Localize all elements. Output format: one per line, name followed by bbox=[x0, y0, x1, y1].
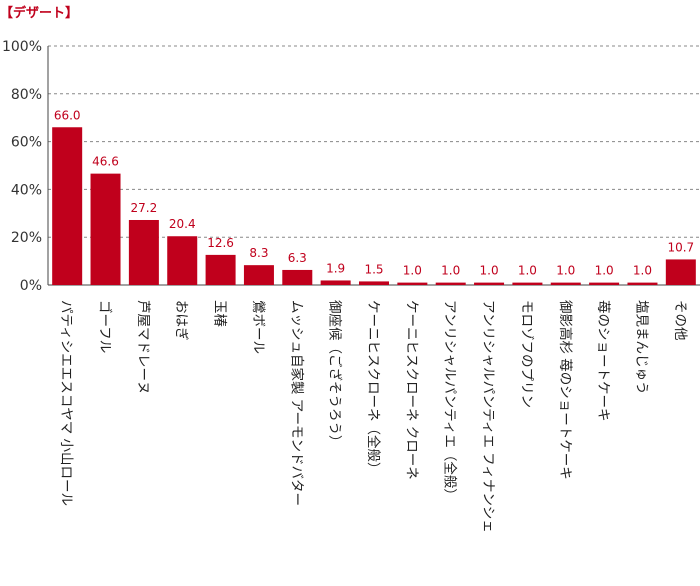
category-label: 鶯ボール bbox=[250, 300, 266, 354]
bar bbox=[435, 282, 466, 285]
category-label: 塩見まんじゅう bbox=[633, 300, 649, 395]
data-label: 6.3 bbox=[288, 251, 307, 265]
chart-title: 【デザート】 bbox=[0, 6, 79, 21]
category-label: ムッシュ自家製 アーモンドバター bbox=[288, 300, 305, 506]
category-label: モロゾフのプリン bbox=[518, 300, 534, 408]
bar bbox=[359, 281, 389, 285]
category-label: ケーニヒスクローネ（全般） bbox=[365, 300, 382, 476]
bar bbox=[589, 282, 620, 285]
data-label: 1.0 bbox=[403, 264, 422, 278]
category-label: 芦屋マドレーヌ bbox=[135, 300, 151, 395]
y-tick-label: 100% bbox=[2, 39, 42, 55]
bar bbox=[90, 173, 121, 285]
data-label: 1.0 bbox=[441, 264, 460, 278]
data-label: 1.5 bbox=[364, 262, 383, 276]
bar bbox=[128, 219, 159, 285]
category-label: 玉椿 bbox=[212, 300, 228, 327]
data-label: 1.0 bbox=[556, 264, 575, 278]
y-tick-label: 60% bbox=[11, 135, 42, 151]
bar bbox=[167, 236, 198, 285]
bar bbox=[320, 280, 351, 285]
bar bbox=[397, 282, 428, 285]
data-label: 12.6 bbox=[207, 236, 234, 250]
data-label: 46.6 bbox=[92, 155, 119, 169]
bar bbox=[627, 282, 658, 285]
category-label: 御影高杉 苺のショートケーキ bbox=[557, 300, 574, 480]
data-label: 1.0 bbox=[480, 264, 499, 278]
category-label: ケーニヒスクローネ クローネ bbox=[403, 300, 419, 480]
category-label: アンリシャルパンティエ フィナンシェ bbox=[480, 300, 496, 533]
bar bbox=[243, 265, 274, 285]
y-tick-label: 40% bbox=[11, 182, 42, 198]
bar bbox=[282, 269, 313, 285]
y-tick-label: 0% bbox=[20, 278, 42, 294]
data-label: 1.0 bbox=[518, 264, 537, 278]
data-label: 1.0 bbox=[595, 264, 614, 278]
category-label: ゴーフル bbox=[97, 300, 114, 353]
data-label: 1.9 bbox=[326, 261, 345, 275]
bar bbox=[550, 282, 581, 285]
data-label: 8.3 bbox=[249, 246, 268, 260]
y-tick-label: 80% bbox=[11, 87, 42, 103]
bar bbox=[665, 259, 696, 285]
bar bbox=[205, 254, 236, 285]
data-label: 20.4 bbox=[169, 217, 196, 231]
bar bbox=[474, 282, 505, 285]
data-label: 66.0 bbox=[54, 108, 81, 122]
y-tick-label: 20% bbox=[11, 230, 42, 246]
category-label: 苺のショートケーキ bbox=[595, 300, 611, 422]
bar bbox=[52, 127, 83, 285]
bar bbox=[512, 282, 543, 285]
category-label: おはぎ bbox=[173, 300, 189, 341]
data-label: 10.7 bbox=[667, 240, 694, 254]
category-label: パティシエエスコヤマ 小山ロール bbox=[58, 300, 74, 506]
category-label: その他 bbox=[672, 300, 688, 341]
data-label: 27.2 bbox=[131, 201, 158, 215]
data-label: 1.0 bbox=[633, 264, 652, 278]
category-label: 御座候（ござそうろう） bbox=[327, 300, 344, 449]
category-label: アンリシャルパンティエ（全般） bbox=[442, 300, 459, 502]
